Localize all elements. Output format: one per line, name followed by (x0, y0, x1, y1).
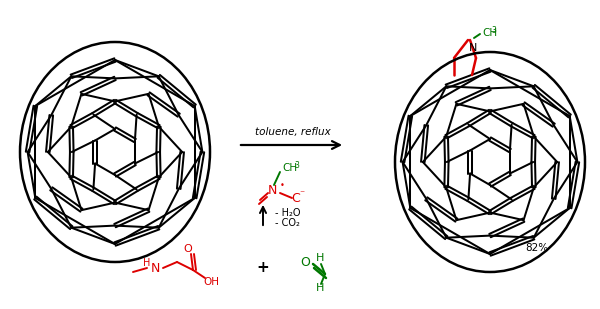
Text: 3: 3 (491, 26, 496, 35)
Text: - CO₂: - CO₂ (275, 218, 300, 228)
Text: - H₂O: - H₂O (275, 208, 301, 218)
Text: +: + (257, 260, 269, 276)
Text: toluene, reflux: toluene, reflux (255, 127, 331, 137)
Text: N: N (268, 184, 277, 197)
Text: 3: 3 (294, 160, 299, 170)
Text: •: • (280, 180, 284, 189)
Text: N: N (469, 43, 477, 53)
Text: O: O (184, 244, 193, 254)
Text: CH: CH (282, 163, 297, 173)
Text: N: N (151, 261, 160, 274)
Text: 82%: 82% (526, 243, 548, 253)
Text: O: O (300, 256, 310, 269)
Text: H: H (316, 283, 324, 293)
Text: H: H (316, 253, 324, 263)
Text: H: H (143, 258, 151, 268)
Text: OH: OH (203, 277, 219, 287)
Text: CH: CH (482, 28, 497, 38)
Text: ⁻: ⁻ (299, 189, 305, 199)
Text: C: C (292, 192, 301, 205)
